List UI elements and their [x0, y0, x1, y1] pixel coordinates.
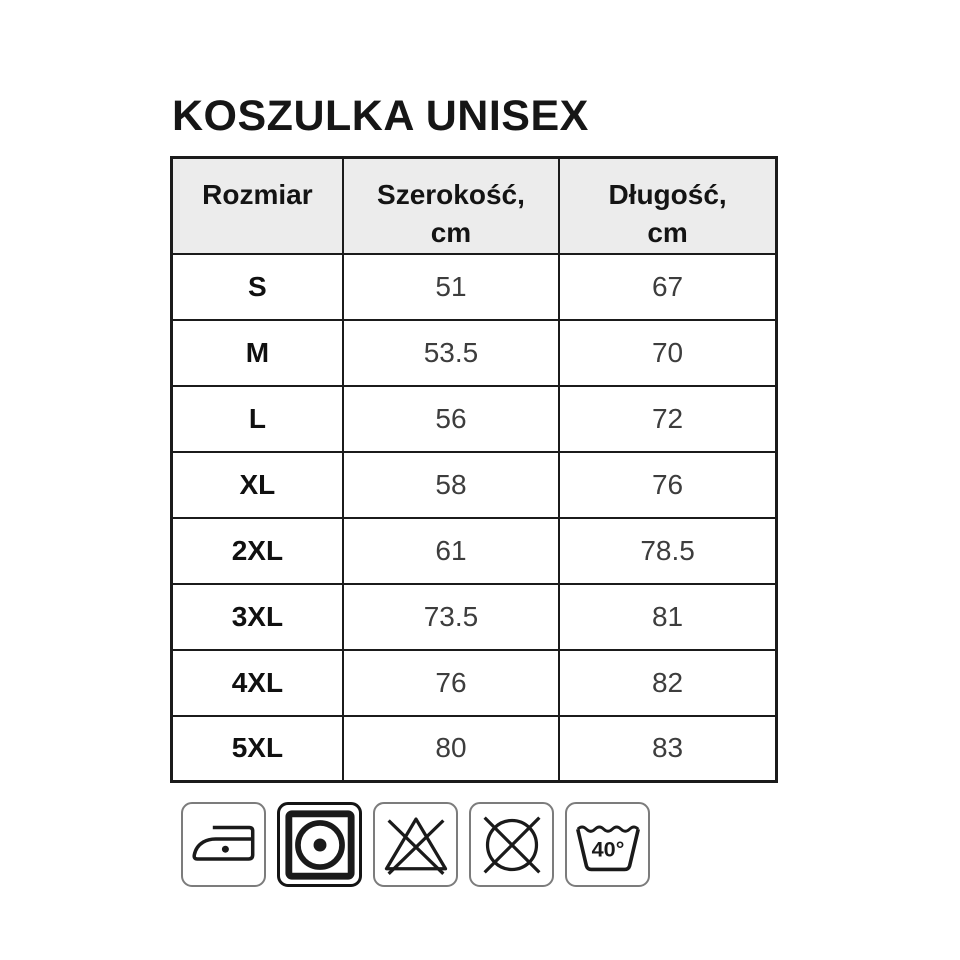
length-cell: 82 [558, 648, 778, 717]
table-row: L 56 72 [170, 384, 778, 453]
length-cell: 67 [558, 252, 778, 321]
care-instructions-row: 40° [181, 802, 790, 888]
length-cell: 78.5 [558, 516, 778, 585]
iron-low-heat-icon [181, 802, 266, 888]
size-table: Rozmiar Szerokość, cm Długość, cm S 51 6… [170, 156, 778, 784]
width-cell: 76 [341, 648, 561, 717]
wash-tub-glyph: 40° [575, 825, 640, 872]
size-table-header: Rozmiar Szerokość, cm Długość, cm [170, 156, 778, 255]
length-cell: 72 [558, 384, 778, 453]
do-not-bleach-icon [373, 802, 458, 888]
table-row: 5XL 80 83 [170, 714, 778, 783]
tumble-dry-glyph [284, 810, 355, 880]
table-row: S 51 67 [170, 252, 778, 321]
length-cell: 76 [558, 450, 778, 519]
size-cell: 2XL [170, 516, 344, 585]
page-title: KOSZULKA UNISEX [172, 92, 589, 140]
header-row: Rozmiar Szerokość, cm Długość, cm [170, 156, 778, 255]
width-cell: 61 [341, 516, 561, 585]
size-cell: M [170, 318, 344, 387]
size-cell: XL [170, 450, 344, 519]
size-table-body: S 51 67 M 53.5 70 L 56 72 XL 58 76 [170, 252, 778, 783]
size-cell: L [170, 384, 344, 453]
column-header-length: Długość, cm [558, 156, 778, 255]
table-row: M 53.5 70 [170, 318, 778, 387]
length-cell: 83 [558, 714, 778, 783]
iron-glyph [191, 825, 254, 861]
table-row: 2XL 61 78.5 [170, 516, 778, 585]
column-header-size: Rozmiar [170, 156, 344, 255]
table-row: 3XL 73.5 81 [170, 582, 778, 651]
table-row: 4XL 76 82 [170, 648, 778, 717]
machine-wash-40-icon: 40° [565, 802, 650, 888]
size-cell: 3XL [170, 582, 344, 651]
width-cell: 56 [341, 384, 561, 453]
tumble-dry-icon [277, 802, 362, 888]
size-cell: 5XL [170, 714, 344, 783]
width-cell: 73.5 [341, 582, 561, 651]
width-cell: 80 [341, 714, 561, 783]
table-row: XL 58 76 [170, 450, 778, 519]
length-cell: 70 [558, 318, 778, 387]
do-not-dry-clean-icon [469, 802, 554, 888]
size-cell: S [170, 252, 344, 321]
width-cell: 53.5 [341, 318, 561, 387]
crossed-circle-glyph [482, 816, 541, 874]
size-cell: 4XL [170, 648, 344, 717]
size-chart-content: KOSZULKA UNISEX Rozmiar Szerokość, cm Dł… [170, 92, 790, 888]
width-cell: 51 [341, 252, 561, 321]
length-cell: 81 [558, 582, 778, 651]
column-header-width: Szerokość, cm [341, 156, 561, 255]
crossed-triangle-glyph [384, 817, 447, 875]
width-cell: 58 [341, 450, 561, 519]
wash-temperature-label: 40° [591, 836, 624, 861]
